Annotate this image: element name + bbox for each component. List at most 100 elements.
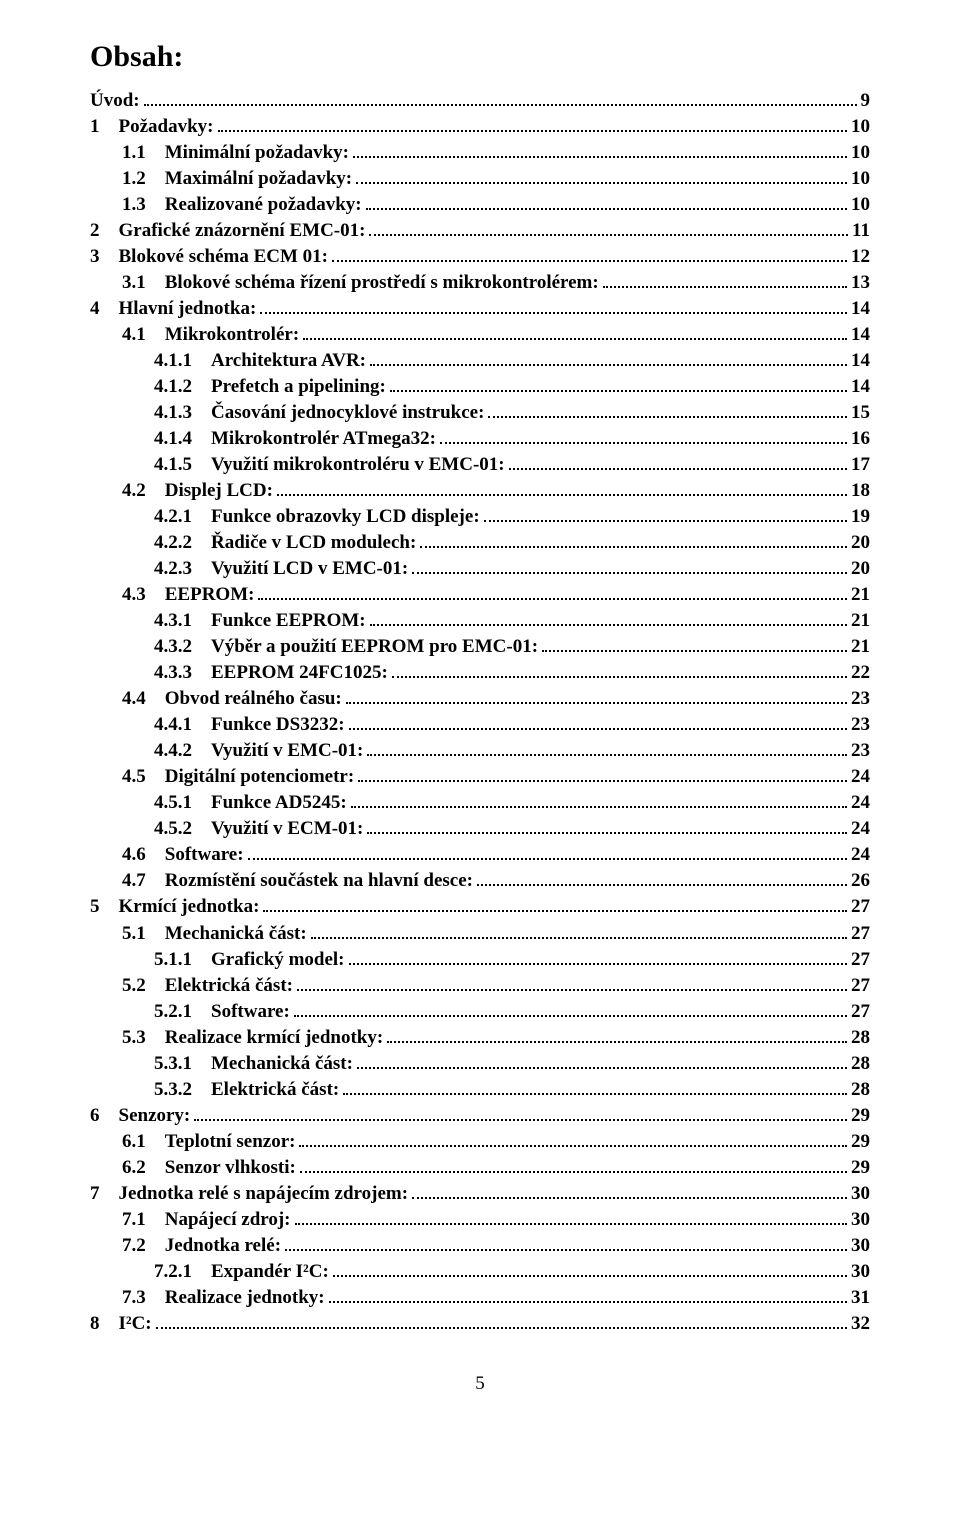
toc-entry[interactable]: 5.2.1 Software:27 <box>90 999 870 1025</box>
toc-entry[interactable]: 1 Požadavky:10 <box>90 114 870 140</box>
toc-leader-dots <box>488 416 847 418</box>
toc-entry[interactable]: 5.3 Realizace krmící jednotky:28 <box>90 1025 870 1051</box>
toc-entry-page: 10 <box>851 166 870 192</box>
toc-entry[interactable]: 4.2.1 Funkce obrazovky LCD displeje: 19 <box>90 504 870 530</box>
toc-entry[interactable]: 5.3.2 Elektrická část:28 <box>90 1077 870 1103</box>
toc-entry[interactable]: 5.1 Mechanická část: 27 <box>90 921 870 947</box>
toc-entry-page: 10 <box>851 192 870 218</box>
toc-entry[interactable]: 5.3.1 Mechanická část:28 <box>90 1051 870 1077</box>
toc-entry-page: 24 <box>851 816 870 842</box>
toc-entry[interactable]: 6 Senzory:29 <box>90 1103 870 1129</box>
toc-leader-dots <box>353 156 847 158</box>
toc-entry-label: 7 Jednotka relé s napájecím zdrojem: <box>90 1181 408 1207</box>
toc-entry-page: 16 <box>851 426 870 452</box>
toc-entry-page: 17 <box>851 452 870 478</box>
toc-entry-page: 11 <box>852 218 870 244</box>
toc-entry[interactable]: 7 Jednotka relé s napájecím zdrojem: 30 <box>90 1181 870 1207</box>
toc-entry[interactable]: 4.3.1 Funkce EEPROM:21 <box>90 608 870 634</box>
toc-entry[interactable]: 4.5.1 Funkce AD5245:24 <box>90 790 870 816</box>
toc-entry[interactable]: 6.2 Senzor vlhkosti:29 <box>90 1155 870 1181</box>
toc-entry-label: 4.1.1 Architektura AVR: <box>154 348 366 374</box>
toc-entry[interactable]: 4.1.4 Mikrokontrolér ATmega32:16 <box>90 426 870 452</box>
toc-entry-page: 18 <box>851 478 870 504</box>
toc-entry[interactable]: 4.1.2 Prefetch a pipelining: 14 <box>90 374 870 400</box>
toc-entry[interactable]: 4.1 Mikrokontrolér:14 <box>90 322 870 348</box>
toc-entry-page: 15 <box>851 400 870 426</box>
toc-entry-label: 2 Grafické znázornění EMC-01: <box>90 218 365 244</box>
toc-entry[interactable]: 4.2 Displej LCD:18 <box>90 478 870 504</box>
toc-entry-label: 4.2.1 Funkce obrazovky LCD displeje: <box>154 504 480 530</box>
toc-entry[interactable]: 2 Grafické znázornění EMC-01: 11 <box>90 218 870 244</box>
toc-entry[interactable]: 4.3.2 Výběr a použití EEPROM pro EMC-01:… <box>90 634 870 660</box>
toc-entry-label: 7.3 Realizace jednotky: <box>122 1285 325 1311</box>
toc-entry[interactable]: 4.4.1 Funkce DS3232:23 <box>90 712 870 738</box>
toc-entry[interactable]: 4.1.5 Využití mikrokontroléru v EMC-01:1… <box>90 452 870 478</box>
toc-entry[interactable]: 4.1.1 Architektura AVR: 14 <box>90 348 870 374</box>
toc-entry-label: 6.2 Senzor vlhkosti: <box>122 1155 296 1181</box>
toc-leader-dots <box>366 208 847 210</box>
toc-entry-page: 21 <box>851 582 870 608</box>
toc-entry-label: 5.1 Mechanická část: <box>122 921 307 947</box>
toc-leader-dots <box>218 130 848 132</box>
toc-entry[interactable]: 4.2.3 Využití LCD v EMC-01:20 <box>90 556 870 582</box>
toc-entry-page: 21 <box>851 608 870 634</box>
toc-entry[interactable]: 4.4.2 Využití v EMC-01:23 <box>90 738 870 764</box>
toc-entry[interactable]: 4.5 Digitální potenciometr:24 <box>90 764 870 790</box>
toc-entry[interactable]: 1.2 Maximální požadavky:10 <box>90 166 870 192</box>
toc-entry-label: 4.2.2 Řadiče v LCD modulech: <box>154 530 416 556</box>
toc-leader-dots <box>346 702 847 704</box>
toc-entry[interactable]: 4.2.2 Řadiče v LCD modulech:20 <box>90 530 870 556</box>
toc-entry-page: 9 <box>861 88 871 114</box>
toc-entry[interactable]: 4.6 Software: 24 <box>90 842 870 868</box>
toc-entry[interactable]: 5.2 Elektrická část:27 <box>90 973 870 999</box>
toc-entry-page: 24 <box>851 842 870 868</box>
toc-leader-dots <box>343 1093 847 1095</box>
toc-entry[interactable]: 3.1 Blokové schéma řízení prostředí s mi… <box>90 270 870 296</box>
toc-entry-page: 30 <box>851 1259 870 1285</box>
toc-entry-page: 14 <box>851 322 870 348</box>
toc-entry-label: 4.1.2 Prefetch a pipelining: <box>154 374 386 400</box>
toc-entry[interactable]: 4 Hlavní jednotka:14 <box>90 296 870 322</box>
toc-entry[interactable]: 7.1 Napájecí zdroj:30 <box>90 1207 870 1233</box>
toc-entry[interactable]: 1.1 Minimální požadavky:10 <box>90 140 870 166</box>
toc-leader-dots <box>370 624 847 626</box>
toc-entry-page: 23 <box>851 686 870 712</box>
toc-entry[interactable]: 7.2 Jednotka relé:30 <box>90 1233 870 1259</box>
toc-entry[interactable]: 4.4 Obvod reálného času:23 <box>90 686 870 712</box>
toc-entry[interactable]: 7.3 Realizace jednotky:31 <box>90 1285 870 1311</box>
toc-entry-page: 14 <box>851 348 870 374</box>
toc-entry[interactable]: 5 Krmící jednotka:27 <box>90 894 870 920</box>
toc-leader-dots <box>294 1015 847 1017</box>
toc-entry-page: 27 <box>851 921 870 947</box>
toc-entry[interactable]: 3 Blokové schéma ECM 01:12 <box>90 244 870 270</box>
toc-entry-label: 5.3 Realizace krmící jednotky: <box>122 1025 383 1051</box>
toc-entry-label: 4.3 EEPROM: <box>122 582 254 608</box>
toc-entry-page: 14 <box>851 374 870 400</box>
toc-container: Úvod: 91 Požadavky:101.1 Minimální požada… <box>90 88 870 1337</box>
toc-leader-dots <box>248 858 847 860</box>
toc-entry[interactable]: 4.3 EEPROM: 21 <box>90 582 870 608</box>
toc-entry-label: 4.3.2 Výběr a použití EEPROM pro EMC-01: <box>154 634 538 660</box>
toc-entry[interactable]: 6.1 Teplotní senzor:29 <box>90 1129 870 1155</box>
toc-entry[interactable]: 8 I²C:32 <box>90 1311 870 1337</box>
toc-entry-page: 28 <box>851 1077 870 1103</box>
toc-leader-dots <box>277 494 847 496</box>
toc-entry[interactable]: 5.1.1 Grafický model:27 <box>90 947 870 973</box>
toc-entry[interactable]: 4.5.2 Využití v ECM-01:24 <box>90 816 870 842</box>
toc-entry[interactable]: 7.2.1 Expandér I²C:30 <box>90 1259 870 1285</box>
toc-entry-label: 4.6 Software: <box>122 842 244 868</box>
toc-entry-label: 4.4.2 Využití v EMC-01: <box>154 738 363 764</box>
toc-entry-page: 30 <box>851 1181 870 1207</box>
toc-entry[interactable]: 1.3 Realizované požadavky:10 <box>90 192 870 218</box>
toc-entry-page: 19 <box>851 504 870 530</box>
toc-leader-dots <box>356 182 847 184</box>
toc-entry[interactable]: 4.1.3 Časování jednocyklové instrukce:15 <box>90 400 870 426</box>
toc-entry-label: 8 I²C: <box>90 1311 152 1337</box>
toc-leader-dots <box>311 937 847 939</box>
toc-entry-label: Úvod: <box>90 88 140 114</box>
toc-entry[interactable]: Úvod: 9 <box>90 88 870 114</box>
toc-entry[interactable]: 4.7 Rozmístění součástek na hlavní desce… <box>90 868 870 894</box>
toc-entry-page: 10 <box>851 114 870 140</box>
toc-entry[interactable]: 4.3.3 EEPROM 24FC1025:22 <box>90 660 870 686</box>
toc-entry-label: 4.3.3 EEPROM 24FC1025: <box>154 660 388 686</box>
